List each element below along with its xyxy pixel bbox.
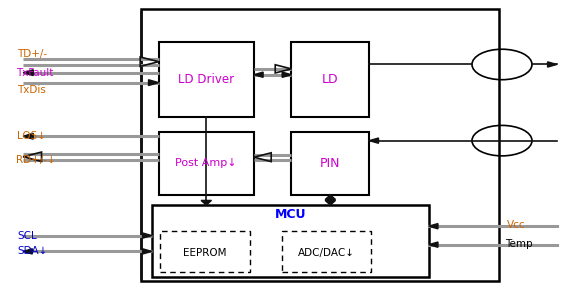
Bar (159, 132, 254, 195)
Bar (291, 42, 369, 117)
Polygon shape (23, 70, 33, 76)
Text: Vcc: Vcc (507, 220, 525, 230)
Text: RD+/-↓: RD+/-↓ (16, 155, 55, 165)
Polygon shape (429, 224, 438, 229)
Text: ADC/DAC↓: ADC/DAC↓ (298, 248, 354, 258)
Polygon shape (429, 242, 438, 247)
Text: TxFault: TxFault (16, 68, 53, 78)
Text: LOS↓: LOS↓ (17, 131, 46, 141)
Polygon shape (143, 233, 152, 238)
Text: LD Driver: LD Driver (178, 73, 234, 86)
Bar (141, 9, 499, 281)
Text: TD+/-: TD+/- (17, 49, 47, 59)
Polygon shape (325, 195, 336, 200)
Text: PIN: PIN (320, 157, 340, 170)
Polygon shape (282, 72, 291, 77)
Polygon shape (201, 200, 211, 205)
Polygon shape (143, 249, 152, 254)
Polygon shape (254, 72, 263, 77)
Polygon shape (23, 133, 33, 139)
Bar (291, 132, 369, 195)
Polygon shape (548, 62, 557, 67)
Bar (152, 205, 429, 277)
Bar (160, 231, 250, 272)
Text: Post Amp↓: Post Amp↓ (175, 158, 237, 168)
Polygon shape (23, 249, 32, 254)
Polygon shape (369, 138, 379, 143)
Text: SCL: SCL (17, 231, 37, 241)
Text: Temp: Temp (505, 239, 533, 249)
Text: MCU: MCU (275, 208, 306, 221)
Text: SDA↓: SDA↓ (17, 246, 48, 256)
Bar (159, 42, 254, 117)
Polygon shape (148, 80, 159, 86)
Polygon shape (325, 200, 336, 205)
Text: LD: LD (322, 73, 339, 86)
Text: TxDis: TxDis (17, 85, 46, 95)
Bar (282, 231, 371, 272)
Text: EEPROM: EEPROM (183, 248, 227, 258)
